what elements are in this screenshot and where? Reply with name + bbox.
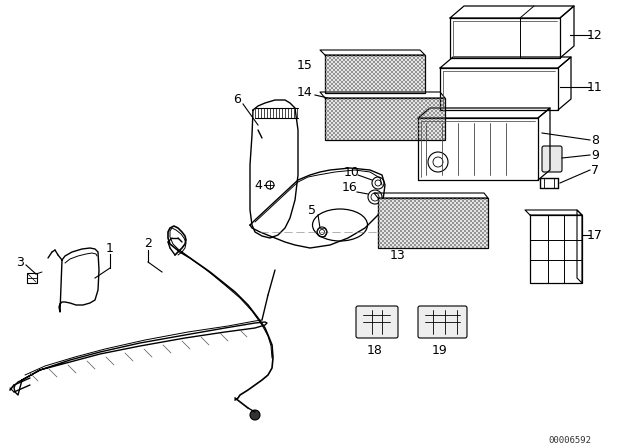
Text: 14: 14: [297, 86, 313, 99]
Text: 8: 8: [591, 134, 599, 146]
Text: 4: 4: [254, 178, 262, 191]
Bar: [325, 98, 445, 140]
Text: 12: 12: [587, 29, 603, 42]
Text: 3: 3: [16, 255, 24, 268]
Text: 7: 7: [591, 164, 599, 177]
Text: 2: 2: [144, 237, 152, 250]
Text: 16: 16: [342, 181, 358, 194]
Text: 19: 19: [432, 344, 448, 357]
FancyBboxPatch shape: [418, 306, 467, 338]
Text: 9: 9: [591, 148, 599, 161]
Text: 1: 1: [106, 241, 114, 254]
Bar: [530, 215, 582, 283]
Text: 13: 13: [390, 249, 406, 262]
Text: 00006592: 00006592: [548, 435, 591, 444]
Text: 6: 6: [233, 92, 241, 105]
Text: 15: 15: [297, 59, 313, 72]
Bar: [325, 55, 425, 93]
Bar: [378, 198, 488, 248]
Bar: [27, 273, 37, 283]
FancyBboxPatch shape: [356, 306, 398, 338]
Text: 11: 11: [587, 81, 603, 94]
Text: 17: 17: [587, 228, 603, 241]
Text: 10: 10: [344, 165, 360, 178]
Text: 5: 5: [308, 203, 316, 216]
Circle shape: [250, 410, 260, 420]
Text: 18: 18: [367, 344, 383, 357]
FancyBboxPatch shape: [542, 146, 562, 172]
